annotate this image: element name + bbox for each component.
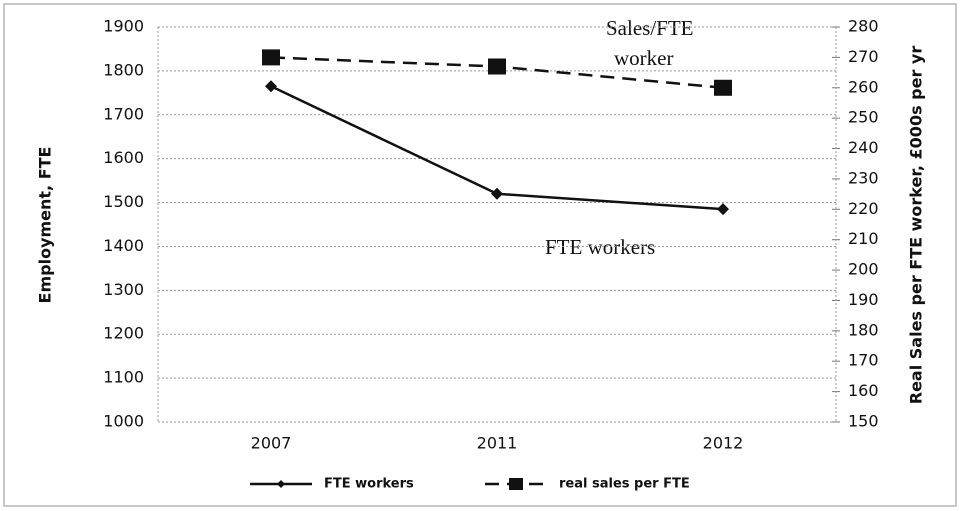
y2-tick-label: 240 xyxy=(848,138,879,157)
y-tick-label: 1500 xyxy=(103,192,144,211)
y2-tick-label: 250 xyxy=(848,108,879,127)
annotation: Sales/FTE xyxy=(606,16,694,40)
y2-tick-label: 260 xyxy=(848,77,879,96)
y-tick-label: 1900 xyxy=(103,17,144,36)
y-tick-label: 1300 xyxy=(103,280,144,299)
legend-label: real sales per FTE xyxy=(559,477,690,492)
y2-tick-label: 160 xyxy=(848,381,879,400)
annotation: worker xyxy=(614,46,673,70)
legend-marker xyxy=(509,478,523,490)
y2-tick-label: 230 xyxy=(848,168,879,187)
x-tick-label: 2011 xyxy=(477,434,518,453)
legend-label: FTE workers xyxy=(324,477,414,492)
y-tick-label: 1600 xyxy=(103,148,144,167)
data-point xyxy=(491,187,503,200)
y-tick-label: 1000 xyxy=(103,412,144,431)
y-tick-label: 1700 xyxy=(103,104,144,123)
chart-frame xyxy=(3,3,957,507)
y2-axis-title: Real Sales per FTE worker, £000s per yr xyxy=(907,46,926,405)
data-point xyxy=(714,79,732,96)
y-tick-label: 1800 xyxy=(103,60,144,79)
y2-tick-label: 170 xyxy=(848,351,879,370)
y-tick-label: 1400 xyxy=(103,236,144,255)
x-tick-label: 2012 xyxy=(703,434,744,453)
y2-tick-label: 200 xyxy=(848,260,879,279)
y-tick-label: 1200 xyxy=(103,324,144,343)
y2-tick-label: 190 xyxy=(848,290,879,309)
data-point xyxy=(265,80,277,93)
y2-tick-label: 210 xyxy=(848,229,879,248)
y2-tick-label: 180 xyxy=(848,320,879,339)
x-tick-label: 2007 xyxy=(251,434,292,453)
data-point xyxy=(262,49,280,66)
data-point xyxy=(717,203,729,216)
y-tick-label: 1100 xyxy=(103,368,144,387)
data-point xyxy=(488,58,506,75)
y2-tick-label: 150 xyxy=(848,412,879,431)
y2-tick-label: 220 xyxy=(848,199,879,218)
legend-marker xyxy=(277,480,285,488)
y2-tick-label: 270 xyxy=(848,47,879,66)
y-axis-title: Employment, FTE xyxy=(36,147,55,304)
y2-tick-label: 280 xyxy=(848,17,879,36)
